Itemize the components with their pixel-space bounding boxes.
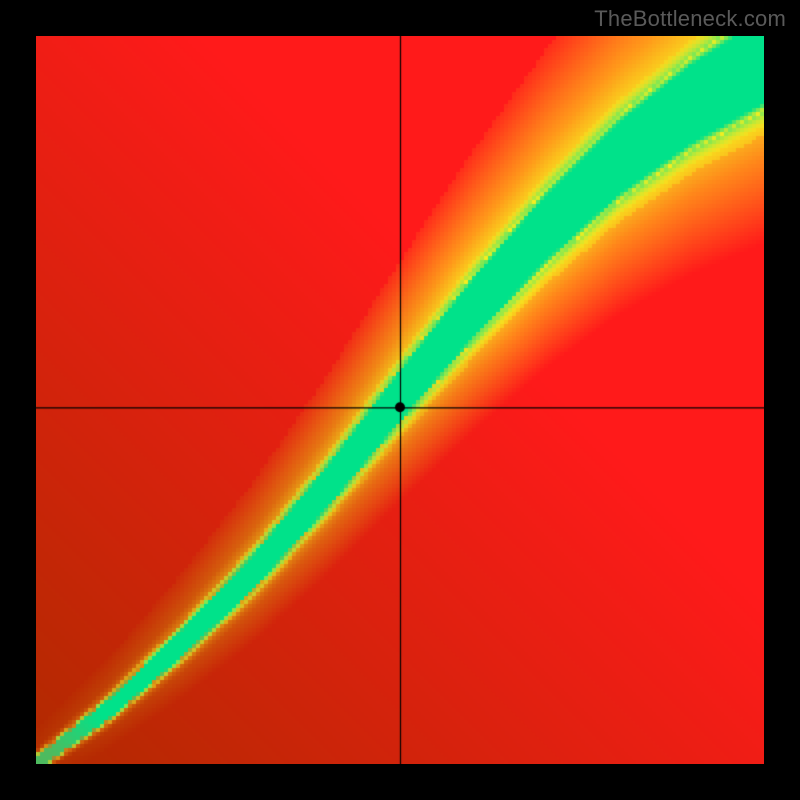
bottleneck-heatmap <box>36 36 764 764</box>
chart-frame: TheBottleneck.com <box>0 0 800 800</box>
watermark-text: TheBottleneck.com <box>594 6 786 32</box>
plot-area <box>36 36 764 764</box>
